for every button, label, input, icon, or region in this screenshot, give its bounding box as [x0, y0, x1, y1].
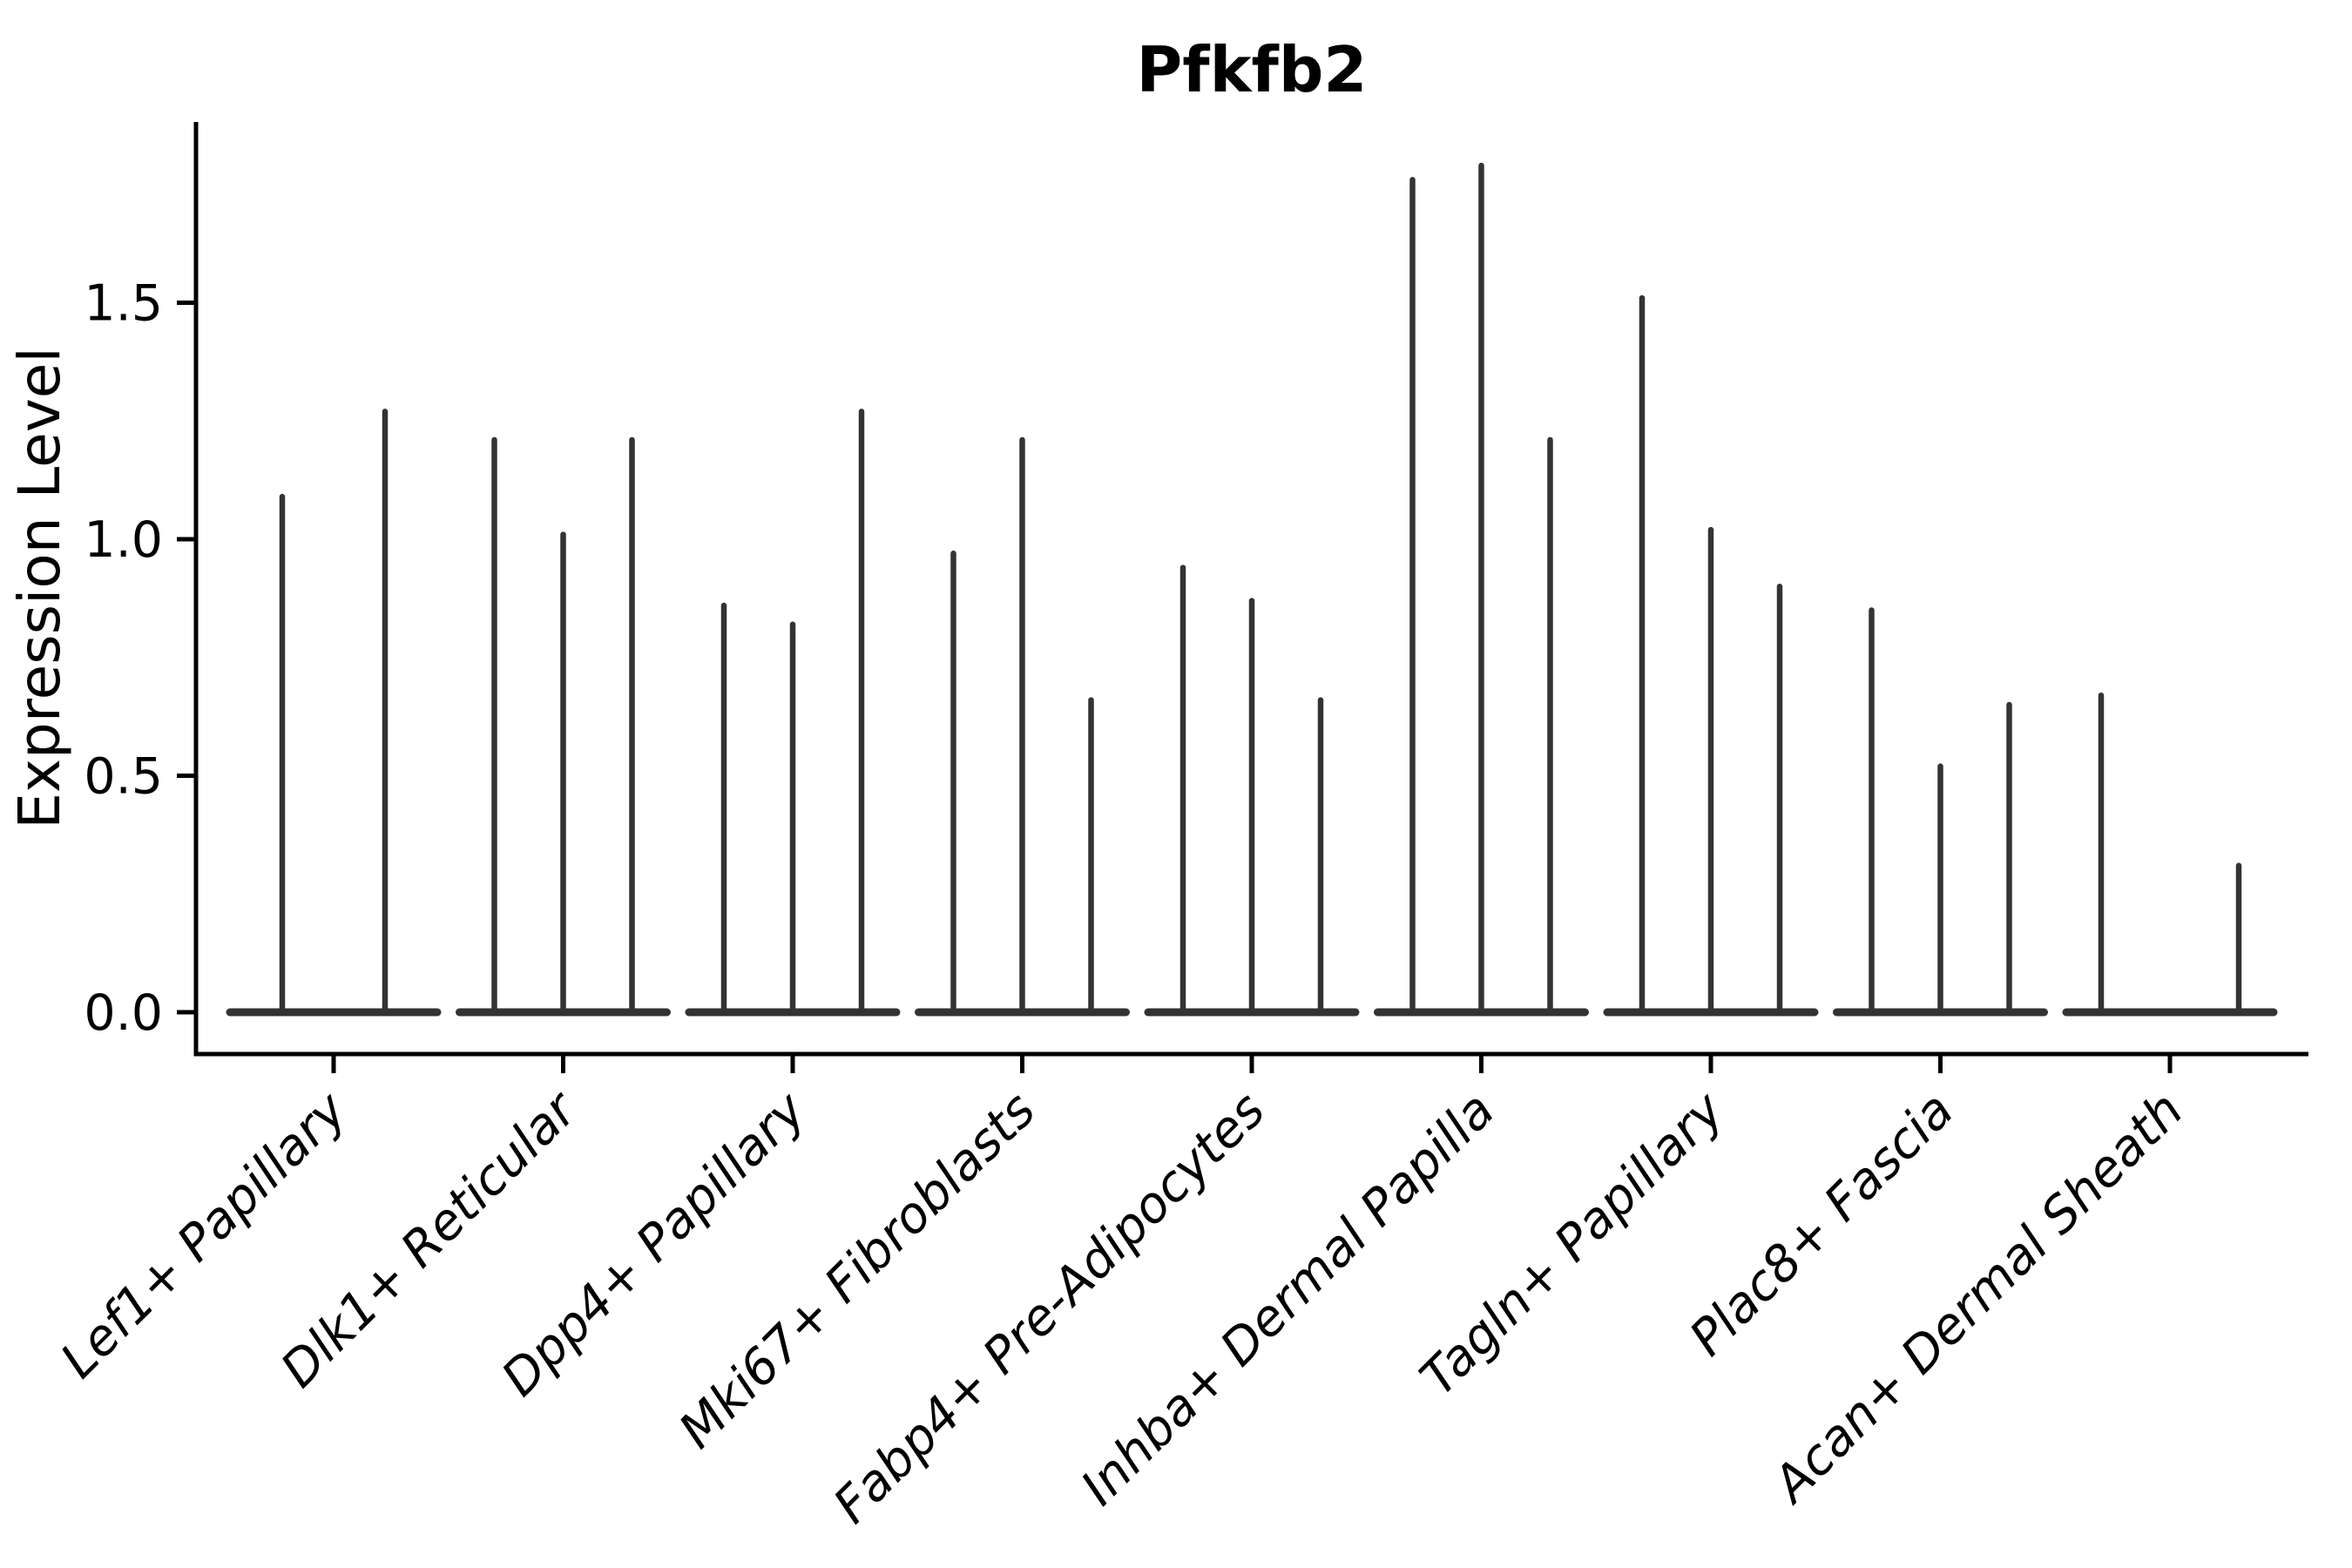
x-tick-label: Fabp4+ Pre-Adipocytes: [823, 1081, 1276, 1534]
violin-group: [456, 436, 671, 1017]
x-tick-label: Inhba+ Dermal Papilla: [1071, 1081, 1506, 1517]
violin-group: [1603, 294, 1819, 1017]
violin-group: [226, 409, 442, 1017]
y-axis-ticks: 0.0 0.5 1.0 1.5: [84, 275, 196, 1042]
x-tick-label: Acan+ Dermal Sheath: [1760, 1081, 2193, 1515]
violin-group: [1144, 564, 1360, 1017]
violin-group: [1374, 162, 1589, 1017]
violin-group: [915, 436, 1130, 1017]
y-tick-label: 0.0: [84, 984, 163, 1042]
y-axis-label: Expression Level: [6, 347, 73, 828]
y-tick-label: 1.0: [84, 511, 163, 569]
violin-group: [685, 409, 901, 1017]
violins: [226, 162, 2278, 1017]
chart-title: Pfkfb2: [1137, 33, 1368, 106]
y-tick-label: 0.5: [84, 748, 163, 806]
y-tick-label: 1.5: [84, 275, 163, 333]
violin-group: [2062, 692, 2278, 1017]
violin-group: [1833, 607, 2048, 1017]
